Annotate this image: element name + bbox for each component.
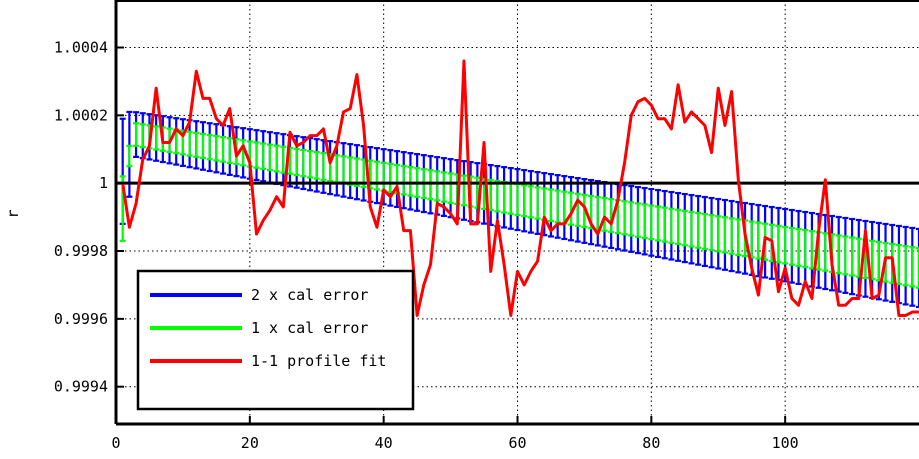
legend-label-1: 1 x cal error xyxy=(251,319,368,337)
x-tick-label: 60 xyxy=(508,434,526,452)
legend: 2 x cal error 1 x cal error 1-1 profile … xyxy=(136,269,415,411)
y-axis-label: r xyxy=(4,209,22,218)
y-tick-label: 1.0002 xyxy=(54,106,108,124)
x-tick-label: 0 xyxy=(111,434,120,452)
y-tick-label: 0.9996 xyxy=(54,310,108,328)
x-tick-label: 40 xyxy=(375,434,393,452)
x-tick-label: 20 xyxy=(241,434,259,452)
legend-label-2: 1-1 profile fit xyxy=(251,352,386,370)
tick-labels: 0 20 40 60 80 100 0.9994 0.9996 0.9998 1 1.0002 1.0… xyxy=(54,38,799,452)
x-tick-label: 100 xyxy=(772,434,799,452)
legend-label-0: 2 x cal error xyxy=(251,286,368,304)
y-tick-label: 1 xyxy=(99,174,108,192)
series-line-profile-fit xyxy=(121,59,919,317)
cal1-errorbars xyxy=(119,122,919,289)
x-tick-label: 80 xyxy=(642,434,660,452)
y-tick-label: 1.0004 xyxy=(54,38,108,56)
y-tick-label: 0.9994 xyxy=(54,378,108,396)
y-tick-label: 0.9998 xyxy=(54,242,108,260)
